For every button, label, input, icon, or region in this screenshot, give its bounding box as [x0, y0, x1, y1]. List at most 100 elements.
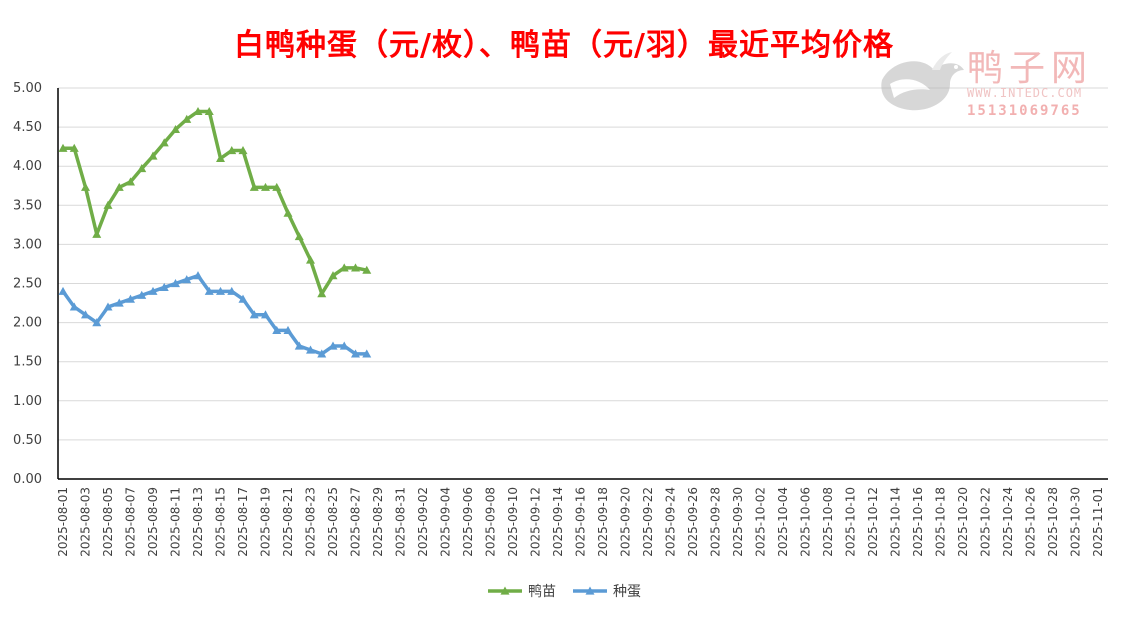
x-tick-label: 2025-09-30 — [731, 487, 745, 557]
data-point — [204, 286, 214, 295]
x-tick-label: 2025-08-23 — [304, 487, 318, 557]
data-point — [103, 200, 113, 209]
data-point — [261, 182, 270, 191]
x-tick-label: 2025-08-07 — [124, 487, 138, 557]
data-point — [148, 151, 158, 160]
series — [58, 106, 372, 358]
data-point — [92, 318, 102, 327]
x-tick-label: 2025-10-02 — [754, 487, 768, 557]
watermark-site: WWW.INTEDC.COM — [967, 86, 1082, 100]
y-tick-label: 4.00 — [13, 159, 42, 174]
x-tick-label: 2025-08-19 — [259, 487, 273, 557]
data-point — [216, 153, 225, 162]
legend-label: 鸭苗 — [528, 584, 556, 600]
data-point — [126, 177, 135, 186]
x-tick-label: 2025-10-18 — [934, 487, 948, 557]
series-line — [61, 109, 369, 296]
legend-label: 种蛋 — [613, 584, 641, 600]
legend: 鸭苗 种蛋 — [488, 584, 641, 600]
x-tick-label: 2025-09-22 — [641, 487, 655, 557]
data-point — [261, 310, 270, 319]
axes — [57, 88, 1108, 480]
x-tick-label: 2025-09-26 — [686, 487, 700, 557]
y-tick-label: 2.00 — [13, 316, 42, 331]
legend-marker — [585, 586, 595, 595]
data-point — [283, 325, 293, 335]
series-1 — [58, 106, 372, 298]
data-point — [238, 146, 248, 155]
data-point — [159, 282, 169, 292]
y-tick-label: 3.00 — [13, 237, 42, 252]
data-point — [148, 286, 158, 295]
x-tick-label: 2025-08-21 — [281, 487, 295, 557]
data-point — [317, 289, 327, 298]
data-point — [58, 286, 68, 295]
y-tick-label: 3.50 — [13, 198, 42, 213]
data-point — [69, 143, 79, 152]
watermark: 鸭子网 WWW.INTEDC.COM 15131069765 — [881, 48, 1093, 119]
x-tick-label: 2025-08-01 — [56, 487, 70, 557]
data-point — [193, 271, 203, 280]
x-tick-label: 2025-10-28 — [1046, 487, 1060, 557]
watermark-name: 鸭子网 — [967, 48, 1093, 89]
x-tick-label: 2025-09-02 — [416, 487, 430, 557]
legend-marker — [500, 586, 510, 595]
x-tick-label: 2025-08-27 — [349, 487, 363, 557]
chart-title: 白鸭种蛋（元/枚）、鸭苗（元/羽）最近平均价格 — [234, 28, 894, 63]
y-tick-label: 1.50 — [13, 355, 42, 370]
x-tick-label: 2025-08-09 — [146, 487, 160, 557]
data-point — [306, 345, 315, 354]
y-tick-label: 0.50 — [13, 433, 42, 448]
x-tick-label: 2025-10-30 — [1069, 487, 1083, 557]
data-point — [182, 275, 192, 284]
x-tick-label: 2025-10-16 — [911, 487, 925, 557]
x-tick-label: 2025-08-17 — [236, 487, 250, 557]
y-tick-label: 5.00 — [13, 81, 42, 96]
data-point — [171, 124, 180, 134]
data-point — [103, 302, 113, 311]
data-point — [126, 294, 135, 303]
y-axis-ticks: 0.00 0.50 1.00 1.50 2.00 2.50 3.00 3.50 4.00 4.50… — [13, 81, 42, 487]
data-point — [351, 349, 360, 358]
data-point — [227, 146, 237, 155]
x-tick-label: 2025-10-06 — [799, 487, 813, 557]
x-tick-label: 2025-09-18 — [596, 487, 610, 557]
y-tick-label: 0.00 — [13, 472, 42, 487]
data-point — [81, 182, 90, 191]
y-tick-label: 4.50 — [13, 120, 42, 135]
data-point — [272, 182, 282, 191]
data-point — [114, 182, 124, 191]
x-tick-label: 2025-08-29 — [371, 487, 385, 557]
data-point — [272, 325, 282, 335]
x-tick-label: 2025-11-01 — [1091, 487, 1105, 557]
x-tick-label: 2025-10-04 — [776, 487, 790, 557]
x-tick-label: 2025-09-04 — [439, 487, 453, 557]
x-tick-label: 2025-10-22 — [979, 487, 993, 557]
x-tick-label: 2025-10-20 — [956, 487, 970, 557]
x-axis-ticks: 2025-08-01 2025-08-03 2025-08-05 2025-08-07… — [56, 487, 1105, 557]
data-point — [182, 114, 192, 123]
x-tick-label: 2025-09-20 — [619, 487, 633, 557]
data-point — [159, 138, 169, 147]
y-tick-label: 2.50 — [13, 277, 42, 292]
x-tick-label: 2025-08-05 — [101, 487, 115, 557]
data-point — [328, 341, 338, 350]
data-point — [362, 265, 372, 274]
y-tick-label: 1.00 — [13, 394, 42, 409]
data-point — [69, 302, 79, 311]
x-tick-label: 2025-10-24 — [1001, 487, 1015, 557]
x-tick-label: 2025-09-14 — [551, 487, 565, 557]
data-point — [171, 279, 180, 288]
x-tick-label: 2025-09-24 — [664, 487, 678, 557]
data-point — [227, 286, 237, 295]
x-tick-label: 2025-10-26 — [1024, 487, 1038, 557]
series-2 — [58, 271, 372, 358]
x-tick-label: 2025-10-12 — [866, 487, 880, 557]
x-tick-label: 2025-09-28 — [709, 487, 723, 557]
legend-item: 鸭苗 — [488, 584, 556, 600]
x-tick-label: 2025-08-25 — [326, 487, 340, 557]
data-point — [81, 310, 90, 319]
data-point — [204, 106, 214, 116]
x-tick-label: 2025-10-10 — [844, 487, 858, 557]
data-point — [283, 208, 293, 217]
